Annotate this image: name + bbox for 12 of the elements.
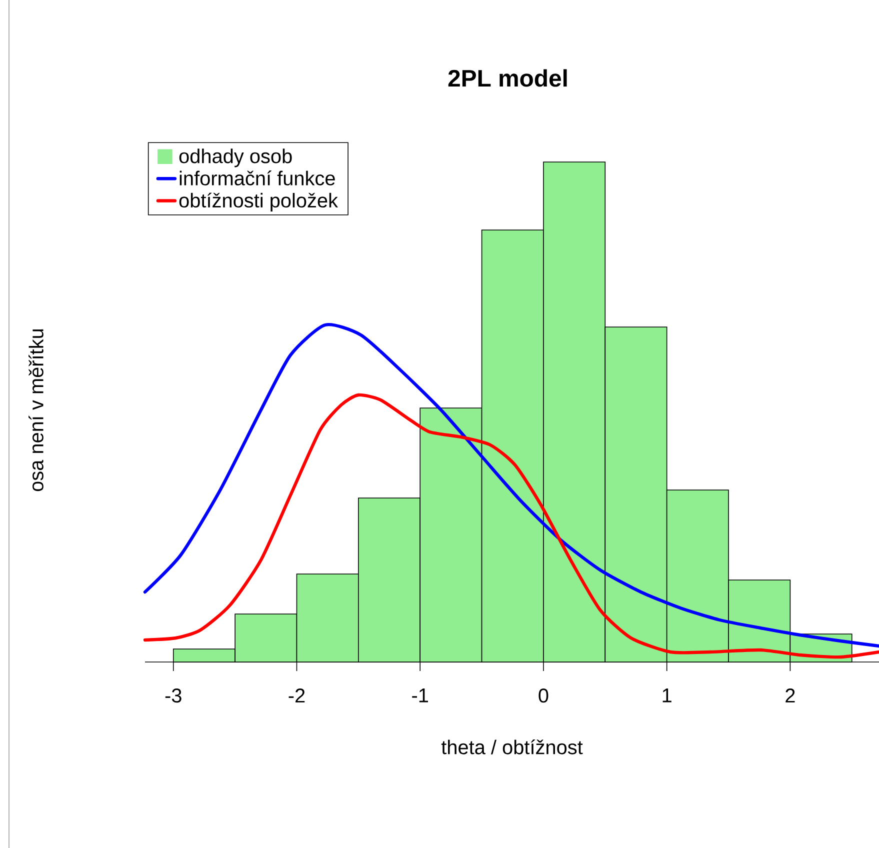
legend-label: odhady osob: [179, 148, 292, 168]
x-tick-label: -3: [165, 688, 182, 703]
x-tick-label: -1: [412, 688, 428, 702]
chart-title: 2PL model: [448, 69, 567, 87]
x-axis-title: theta / obtížnost: [441, 739, 583, 754]
x-tick-label: -2: [288, 688, 305, 702]
x-tick-label: 2: [786, 688, 795, 702]
legend-label: informační funkce: [180, 170, 335, 186]
legend-label: obtížnosti položek: [179, 192, 338, 212]
x-tick-label: 1: [662, 688, 672, 702]
text: osa není v měřítku: [28, 329, 44, 492]
x-tick-label: 0: [538, 688, 548, 703]
